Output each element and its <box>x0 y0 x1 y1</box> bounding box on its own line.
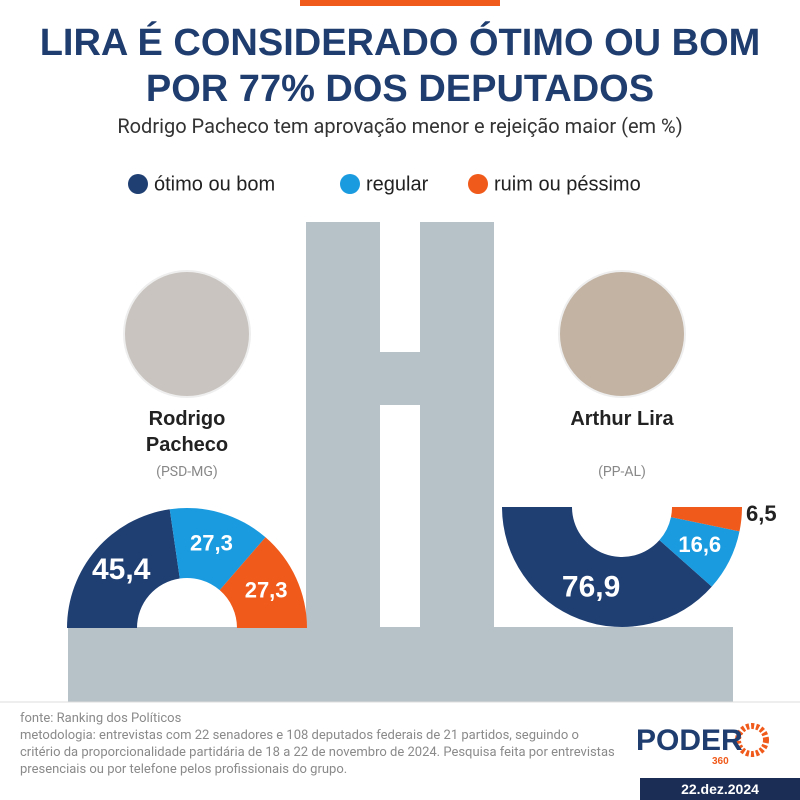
candidate-party: (PSD-MG) <box>156 464 218 480</box>
legend-label: regular <box>366 173 429 195</box>
date: 22.dez.2024 <box>640 778 800 800</box>
candidate-name: Arthur Lira <box>570 408 674 430</box>
donut-segment <box>67 509 180 628</box>
donut-segment <box>169 507 266 591</box>
photo-pacheco <box>123 270 251 398</box>
source: fonte: Ranking dos Políticos <box>20 711 182 726</box>
value-label: 6,5 <box>746 501 777 526</box>
donut-segment <box>670 507 742 532</box>
value-label: 27,3 <box>245 578 288 603</box>
candidate-name: Rodrigo Pacheco <box>145 408 229 456</box>
subtitle: Rodrigo Pacheco tem aprovação menor e re… <box>117 114 683 138</box>
footer: fonte: Ranking dos Políticos metodologia… <box>20 710 620 778</box>
methodology: metodologia: entrevistas com 22 senadore… <box>20 728 615 777</box>
legend: ótimo ou bom regular ruim ou péssimo <box>128 173 641 195</box>
title: LIRA É CONSIDERADO ÓTIMO OU BOM POR 77% … <box>39 22 761 110</box>
brand: PODER <box>636 724 743 757</box>
value-label: 27,3 <box>190 530 233 555</box>
legend-label: ótimo ou bom <box>154 173 275 195</box>
photo-lira <box>558 270 686 398</box>
top-accent <box>300 0 500 6</box>
legend-swatch <box>468 174 488 194</box>
legend-swatch <box>128 174 148 194</box>
brand-logo <box>735 723 769 757</box>
congress-silhouette <box>68 222 733 702</box>
donut-segment <box>219 537 307 628</box>
legend-label: ruim ou péssimo <box>494 173 641 195</box>
candidate-party: (PP-AL) <box>598 464 646 480</box>
charts: 45,4 27,3 27,3 76,9 16,6 6,5 <box>67 501 777 628</box>
brand-sub: 360 <box>712 756 729 767</box>
legend-swatch <box>340 174 360 194</box>
donut-segment <box>502 507 712 628</box>
value-label: 45,4 <box>92 553 151 586</box>
value-label: 16,6 <box>678 532 721 557</box>
value-label: 76,9 <box>562 570 620 603</box>
donut-segment <box>659 517 740 587</box>
